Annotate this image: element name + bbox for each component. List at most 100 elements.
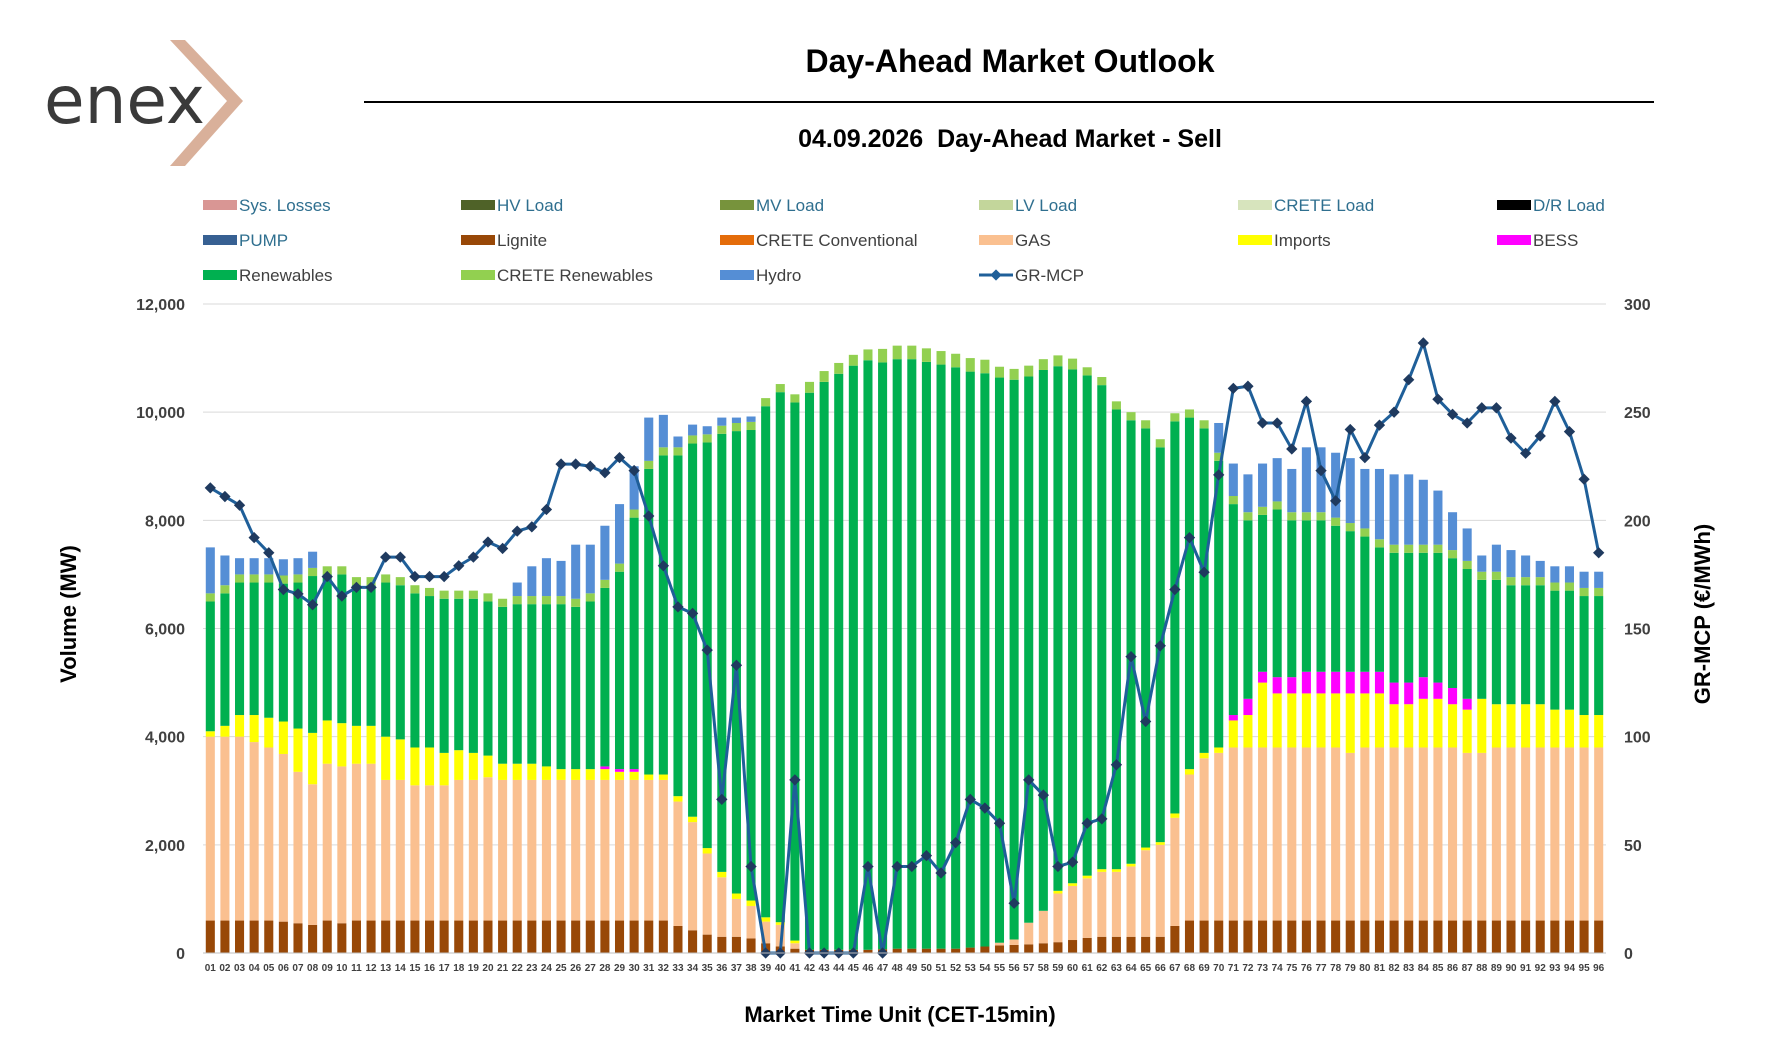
bar-gas (673, 801, 683, 926)
bar-gas (278, 753, 288, 922)
legend-swatch (720, 200, 754, 210)
bar-crete-renewables (834, 362, 844, 374)
bar-gas (1009, 939, 1019, 945)
bar-renewables (951, 367, 961, 949)
bar-imports (1404, 704, 1414, 748)
bar-hydro (1418, 479, 1428, 545)
bar-bess (1258, 671, 1268, 683)
x-tick-label: 89 (1491, 963, 1503, 974)
bar-lignite (1272, 920, 1282, 953)
bar-gas (790, 943, 800, 949)
legend-marker (990, 269, 1002, 281)
x-tick-label: 94 (1564, 963, 1576, 974)
bar-hydro (644, 417, 654, 461)
bar-lignite (1550, 920, 1560, 953)
bar-lignite (1579, 920, 1589, 953)
bar-renewables (1404, 552, 1414, 683)
bar-imports (395, 739, 405, 780)
legend-item-hydro: Hydro (720, 266, 801, 285)
bar-lignite (936, 948, 946, 953)
bar-lignite (454, 920, 464, 953)
bar-renewables (1360, 536, 1370, 672)
bar-gas (483, 777, 493, 921)
bar-gas (1418, 747, 1428, 921)
bar-gas (293, 771, 303, 924)
gr-mcp-point (570, 458, 582, 470)
legend-label: MV Load (756, 196, 824, 215)
bar-gas (527, 779, 537, 921)
bar-bess (1331, 671, 1341, 694)
bar-lignite (980, 946, 990, 953)
bar-crete-renewables (264, 574, 274, 583)
bar-renewables (804, 392, 815, 950)
chart-title: 04.09.2026 Day-Ahead Market - Sell (798, 125, 1222, 153)
bar-hydro (1594, 571, 1604, 588)
bar-renewables (235, 582, 245, 716)
bar-gas (1068, 885, 1078, 941)
bar-renewables (614, 571, 625, 770)
bar-lignite (439, 920, 449, 953)
x-tick-label: 52 (950, 963, 962, 974)
x-tick-label: 05 (263, 963, 275, 974)
x-tick-label: 58 (1038, 963, 1050, 974)
y-axis-right: 0 50 100 150 200 250 300 (1624, 297, 1651, 963)
x-tick-label: 81 (1374, 963, 1386, 974)
bar-lignite (527, 920, 537, 953)
bar-hydro (600, 525, 610, 580)
x-tick-label: 82 (1389, 963, 1401, 974)
bar-imports (790, 940, 800, 944)
bar-renewables (819, 381, 829, 950)
x-tick-label: 73 (1257, 963, 1269, 974)
legend-item-pump: PUMP (203, 231, 288, 250)
bar-renewables (512, 604, 522, 764)
bar-gas (439, 785, 449, 921)
legend-swatch (461, 200, 495, 210)
bar-lignite (541, 920, 551, 953)
bar-imports (1521, 704, 1531, 748)
x-tick-label: 72 (1242, 963, 1254, 974)
bar-hydro (629, 466, 639, 510)
gr-mcp-point (277, 583, 290, 596)
x-tick-label: 60 (1067, 963, 1079, 974)
y2-tick-label: 150 (1624, 622, 1651, 639)
bar-gas (1272, 747, 1282, 921)
bar-gas (1448, 747, 1458, 921)
bar-renewables (1389, 552, 1399, 683)
gr-mcp-point (657, 560, 670, 572)
x-tick-label: 62 (1096, 963, 1108, 974)
bar-imports (410, 747, 420, 786)
bar-gas (1024, 922, 1034, 945)
gr-mcp-point (1125, 650, 1137, 663)
bar-crete-renewables (775, 384, 785, 393)
gr-mcp-point (453, 560, 465, 572)
x-tick-label: 77 (1315, 963, 1327, 974)
bar-renewables (673, 455, 683, 797)
gr-mcp-point (789, 774, 801, 786)
bar-imports (1301, 693, 1311, 748)
x-tick-label: 56 (1009, 963, 1021, 974)
bar-gas (249, 742, 259, 921)
bar-imports (1126, 863, 1136, 867)
gr-mcp-point (613, 451, 626, 464)
bar-crete-renewables (878, 348, 888, 363)
bar-gas (1126, 866, 1136, 937)
legend-item-lignite: Lignite (461, 231, 547, 250)
bar-hydro (1433, 490, 1443, 545)
bar-gas (308, 784, 318, 925)
gr-mcp-point (467, 551, 480, 563)
bar-lignite (1477, 920, 1487, 953)
bar-lignite (702, 934, 712, 953)
gr-mcp-point (409, 570, 421, 583)
bar-lignite (1462, 920, 1472, 953)
bar-crete-renewables (322, 566, 332, 575)
bar-renewables (1082, 375, 1092, 876)
bar-crete-renewables (293, 574, 303, 583)
legend-swatch (461, 270, 495, 280)
legend-swatch (720, 270, 754, 280)
x-tick-label: 16 (424, 963, 436, 974)
bar-lignite (1228, 920, 1238, 953)
x-tick-label: 92 (1535, 963, 1547, 974)
bar-imports (1491, 704, 1501, 748)
bar-lignite (1301, 920, 1311, 953)
bar-lignite (205, 920, 215, 953)
